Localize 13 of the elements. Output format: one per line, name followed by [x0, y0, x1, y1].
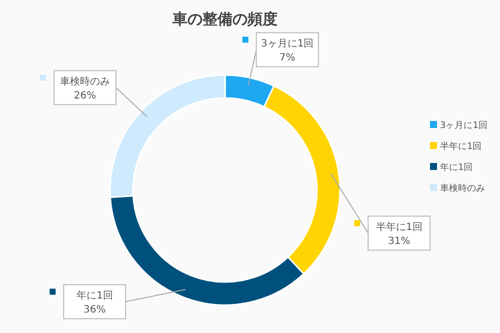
legend-label: 3ヶ月に1回 — [260, 38, 314, 50]
data-label: 7% — [279, 52, 296, 64]
legend-label: 年に1回 — [76, 290, 113, 302]
data-label: 26% — [74, 90, 96, 102]
data-label: 31% — [388, 236, 410, 248]
category-label: 3ヶ月に1回 — [440, 121, 488, 131]
legend-label: 車検時のみ — [60, 76, 110, 88]
category-label: 年に1回 — [440, 163, 473, 173]
category-label: 車検時のみ — [440, 184, 485, 194]
legend-label: 半年に1回 — [376, 221, 422, 234]
category-label: 半年に1回 — [440, 142, 482, 152]
chart-title: 車の整備の頻度 — [172, 10, 278, 28]
data-label: 36% — [84, 304, 106, 316]
